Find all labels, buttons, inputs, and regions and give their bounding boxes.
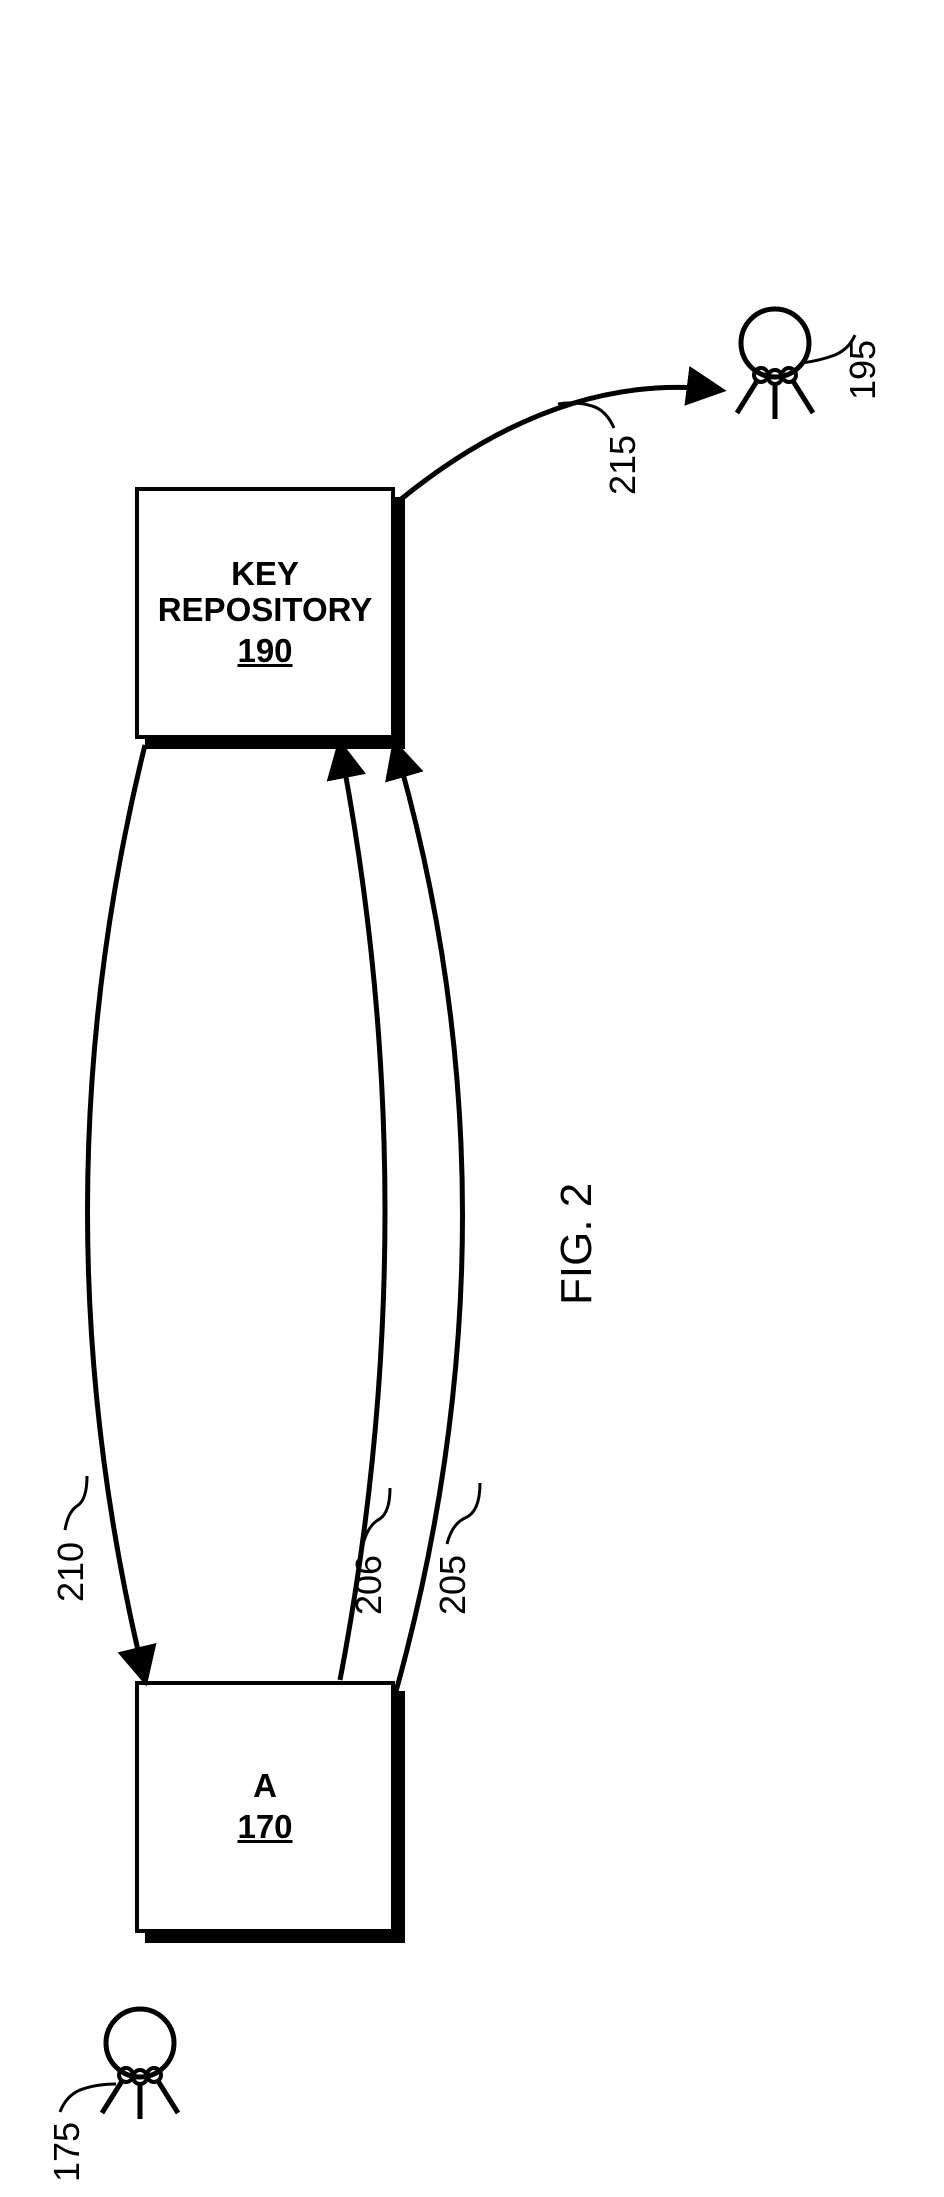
user-right-icon <box>737 309 813 419</box>
label-175: 175 <box>46 2122 88 2182</box>
leader-215 <box>558 403 614 428</box>
user-left-icon <box>102 2009 178 2119</box>
box-kr-num: 190 <box>237 632 292 670</box>
label-195: 195 <box>842 340 884 400</box>
arrow-206 <box>340 745 385 1680</box>
arrow-210 <box>88 745 146 1680</box>
leader-205 <box>447 1483 480 1544</box>
box-kr-title1: KEY <box>231 556 299 592</box>
box-a: A 170 <box>135 1681 395 1933</box>
label-210: 210 <box>50 1542 92 1602</box>
arrow-205 <box>395 745 463 1695</box>
leader-206 <box>363 1488 390 1544</box>
leader-175 <box>60 2084 116 2112</box>
box-kr: KEY REPOSITORY 190 <box>135 487 395 739</box>
figure-caption: FIG. 2 <box>552 1183 602 1305</box>
leader-210 <box>65 1476 87 1530</box>
figure-canvas: A 170 KEY REPOSITORY 190 175 195 205 206… <box>0 0 944 2197</box>
box-a-title: A <box>253 1768 277 1804</box>
box-a-num: 170 <box>237 1808 292 1846</box>
arrow-215 <box>400 387 720 500</box>
box-kr-title2: REPOSITORY <box>158 592 373 628</box>
label-206: 206 <box>348 1555 390 1615</box>
label-205: 205 <box>432 1555 474 1615</box>
label-215: 215 <box>602 435 644 495</box>
